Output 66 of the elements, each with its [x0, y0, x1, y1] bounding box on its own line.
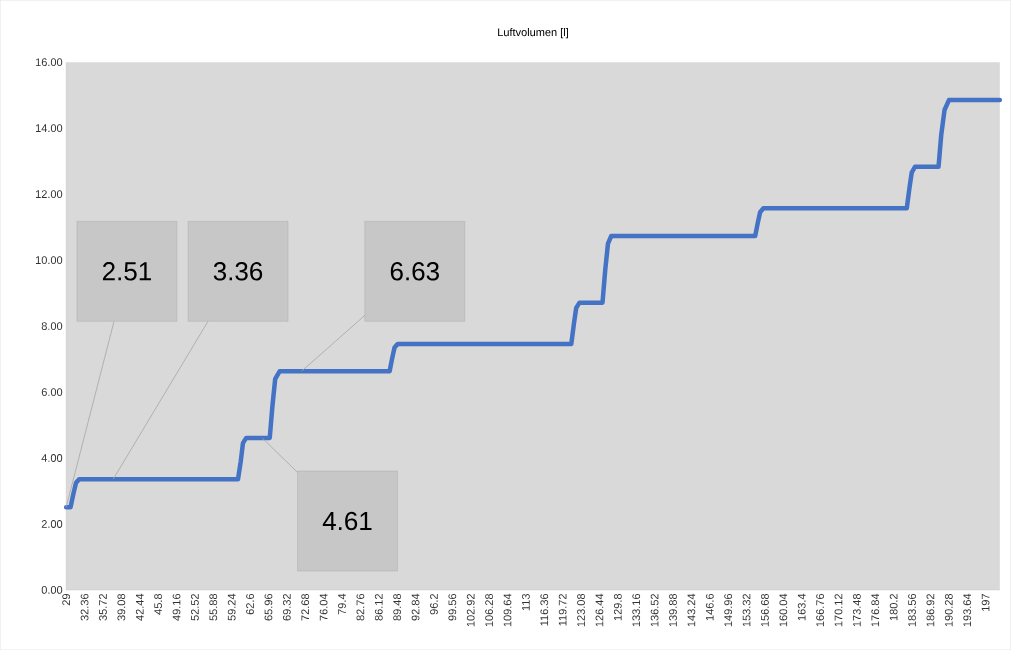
x-tick-label: 176.84	[871, 593, 880, 627]
x-tick-label: 116.36	[540, 593, 549, 626]
x-tick-label: 163.4	[797, 593, 806, 621]
x-tick-label: 96.2	[430, 593, 438, 615]
annotation: 2.51	[102, 262, 151, 281]
x-tick-label: 102.92	[466, 593, 475, 627]
x-tick-label: 113	[521, 593, 530, 611]
y-tick-label: 0.00	[41, 586, 63, 594]
x-tick-label: 39.08	[117, 593, 126, 621]
x-tick-label: 99.56	[448, 593, 457, 621]
x-tick-label: 52.52	[190, 593, 199, 621]
x-tick-label: 79.4	[338, 593, 346, 615]
x-tick-label: 35.72	[99, 593, 107, 621]
y-tick-label: 12.00	[35, 190, 63, 198]
x-tick-label: 136.52	[650, 593, 659, 627]
x-tick-label: 76.04	[319, 593, 328, 621]
x-tick-label: 143.24	[687, 593, 696, 627]
x-tick-label: 129.8	[613, 593, 622, 621]
x-tick-label: 180.2	[889, 593, 898, 621]
x-tick-label: 149.96	[724, 593, 733, 627]
y-tick-label: 6.00	[41, 388, 63, 396]
x-tick-label: 89.48	[393, 593, 402, 621]
x-tick-label: 133.16	[632, 593, 641, 627]
x-tick-label: 69.32	[282, 593, 291, 621]
x-tick-label: 92.84	[411, 593, 420, 621]
x-tick-label: 166.76	[816, 593, 824, 627]
x-tick-label: 173.48	[852, 593, 861, 627]
x-tick-label: 160.04	[779, 593, 788, 627]
x-tick-label: 45.8	[154, 593, 163, 615]
y-tick-label: 4.00	[41, 454, 63, 462]
x-tick-label: 65.96	[264, 593, 273, 621]
x-tick-label: 186.92	[926, 593, 935, 627]
x-tick-label: 123.08	[577, 593, 585, 627]
x-tick-label: 197	[981, 593, 990, 611]
annotation: 6.63	[390, 262, 439, 281]
y-tick-label: 16.00	[35, 58, 63, 66]
x-tick-label: 193.64	[963, 593, 972, 627]
x-tick-label: 32.36	[80, 593, 89, 621]
x-tick-label: 146.6	[705, 593, 714, 621]
chart-title: Luftvolumen [l]	[498, 27, 568, 39]
x-tick-label: 126.44	[595, 593, 604, 627]
annotation: 4.61	[322, 511, 372, 531]
x-tick-label: 153.32	[742, 593, 751, 627]
x-tick-label: 62.6	[246, 593, 254, 615]
x-tick-label: 119.72	[558, 593, 567, 626]
x-tick-label: 183.56	[908, 593, 916, 627]
x-tick-label: 170.12	[834, 593, 843, 627]
annotation: 3.36	[213, 262, 263, 281]
x-tick-label: 82.76	[356, 593, 365, 621]
x-tick-label: 106.28	[485, 593, 493, 627]
y-tick-label: 10.00	[35, 256, 63, 264]
x-tick-label: 156.68	[761, 593, 769, 627]
x-tick-label: 59.24	[227, 593, 236, 621]
x-tick-label: 49.16	[172, 593, 181, 621]
x-tick-label: 29	[62, 593, 71, 606]
x-tick-label: 86.12	[374, 593, 383, 621]
y-tick-label: 8.00	[41, 322, 63, 330]
line-series	[63, 97, 1003, 510]
x-tick-label: 139.88	[669, 593, 677, 627]
x-tick-label: 42.44	[135, 593, 144, 621]
x-tick-label: 190.28	[944, 593, 953, 627]
x-tick-label: 72.68	[301, 593, 310, 621]
y-tick-label: 14.00	[35, 124, 63, 132]
y-tick-label: 2.00	[41, 520, 63, 528]
x-tick-label: 55.88	[209, 593, 218, 621]
x-tick-label: 109.64	[503, 593, 512, 627]
